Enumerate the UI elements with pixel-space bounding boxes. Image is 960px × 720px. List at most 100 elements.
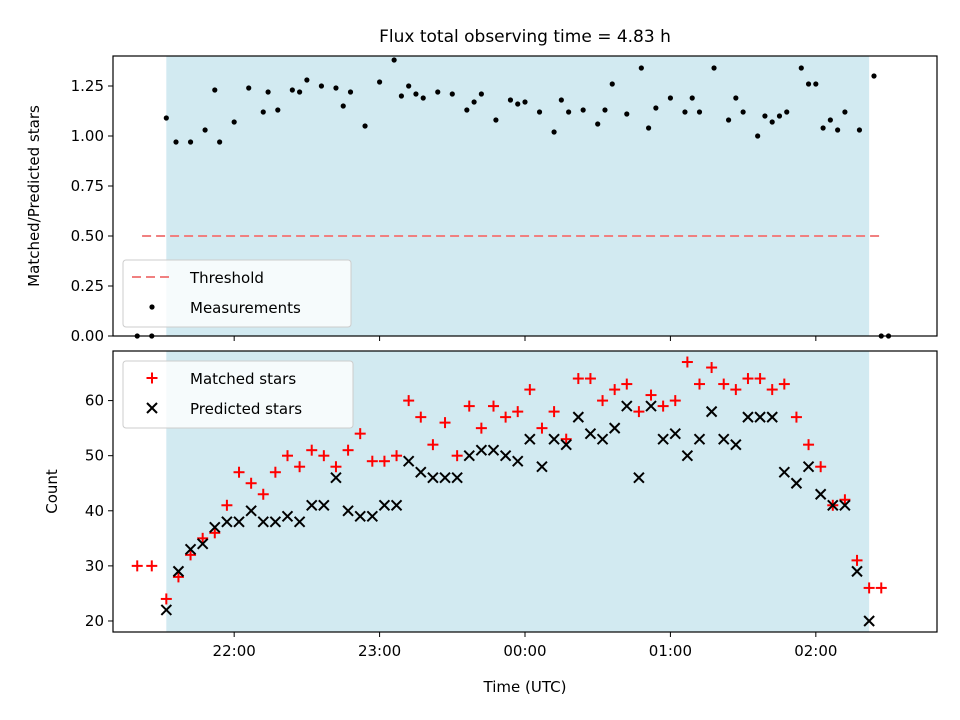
cross-stroke	[608, 422, 621, 434]
matched-star-point	[706, 362, 718, 374]
cross-stroke	[681, 449, 694, 462]
predicted-star-point	[463, 449, 475, 462]
matched-star-point	[294, 461, 306, 473]
matched-star-point	[851, 554, 863, 566]
matched-star-point	[669, 395, 681, 407]
cross-stroke	[172, 565, 185, 578]
matched-star-point	[318, 450, 330, 462]
bottom-y-tick-label: 40	[85, 502, 104, 520]
predicted-star-point	[390, 499, 403, 511]
top-y-tick-label: 0.75	[71, 177, 104, 195]
predicted-star-point	[608, 422, 621, 434]
measurement-point	[827, 117, 833, 123]
bottom-axes-frame	[112, 350, 938, 633]
cross-stroke	[366, 510, 379, 523]
matched-star-point	[524, 384, 536, 396]
cross-stroke	[160, 604, 173, 616]
matched-star-point	[427, 439, 439, 451]
measurement-point	[333, 85, 339, 91]
predicted-star-point	[802, 460, 815, 473]
matched-star-point	[269, 466, 281, 478]
predicted-star-point	[778, 466, 791, 478]
cross-stroke	[730, 438, 742, 451]
matched-star-point	[342, 444, 354, 456]
cross-stroke	[209, 521, 221, 534]
cross-stroke	[342, 505, 354, 517]
measurement-point	[522, 99, 528, 105]
matched-star-point	[366, 455, 378, 467]
measurement-point	[769, 119, 775, 125]
matched-star-point	[257, 488, 269, 500]
matched-star-point	[463, 400, 475, 412]
measurement-point	[842, 109, 848, 115]
measurement-point	[507, 97, 514, 103]
predicted-star-point	[257, 516, 269, 528]
matched-star-point	[657, 400, 669, 412]
cross-stroke	[633, 472, 645, 484]
cross-stroke	[354, 510, 366, 523]
measurement-point	[289, 87, 295, 93]
top-legend-box	[122, 259, 352, 328]
measurement-point	[212, 87, 218, 93]
bottom-y-tick-label: 50	[85, 447, 104, 465]
predicted-star-point	[766, 411, 778, 423]
measurement-point	[187, 139, 194, 145]
cross-stroke	[281, 510, 294, 523]
top-panel: 0.00 0.25 0.50 0.75 1.00 1.25 Matched/Predict…	[25, 55, 938, 345]
measurement-point	[725, 117, 732, 123]
measurement-point	[420, 95, 426, 101]
measurement-point	[813, 81, 819, 87]
measurement-point	[398, 93, 404, 99]
measurement-point	[805, 81, 812, 87]
cross-stroke	[221, 516, 233, 528]
predicted-star-point	[427, 472, 439, 484]
matched-star-point	[185, 549, 197, 561]
cross-stroke	[657, 433, 669, 445]
cross-stroke	[669, 427, 681, 440]
matched-star-point	[621, 378, 633, 390]
predicted-star-point	[814, 488, 827, 500]
cross-stroke	[499, 449, 512, 462]
cross-stroke	[269, 516, 282, 528]
matched-star-point	[839, 494, 851, 506]
matched-star-point	[875, 582, 887, 594]
measurement-point	[856, 127, 863, 133]
cross-stroke	[596, 433, 609, 445]
predicted-star-point	[330, 472, 342, 484]
top-y-tick-label: 0.25	[71, 277, 104, 295]
measurement-point	[835, 127, 841, 133]
measurement-point	[493, 117, 499, 123]
measurement-point	[362, 123, 368, 129]
measurement-point	[566, 109, 572, 115]
measurements-legend-swatch	[149, 304, 155, 310]
predicted-star-point	[221, 516, 233, 528]
measurement-point	[740, 109, 746, 115]
matched-star-point	[391, 450, 403, 462]
cross-stroke	[572, 411, 585, 423]
cross-stroke	[742, 411, 754, 423]
bottom-legend-box	[122, 360, 354, 429]
cross-stroke	[645, 400, 657, 412]
predicted-star-point	[548, 433, 560, 445]
predicted-star-point	[560, 438, 572, 451]
bottom-y-tick-label: 20	[85, 612, 104, 630]
cross-stroke	[548, 433, 560, 445]
measurement-point	[163, 115, 169, 121]
top-y-tick-label: 1.25	[71, 77, 104, 95]
predicted-star-point	[281, 510, 294, 523]
measurement-point	[435, 89, 441, 95]
cross-stroke	[839, 499, 851, 511]
measurement-point	[653, 105, 659, 111]
matched-star-point	[766, 384, 778, 396]
x-tick-label: 02:00	[794, 642, 837, 660]
measurement-point	[173, 139, 179, 145]
top-y-tick-label: 0.50	[71, 227, 104, 245]
measurement-point	[275, 107, 281, 113]
predicted-star-point	[233, 516, 245, 528]
measurement-point	[776, 113, 783, 119]
predicted-star-point	[475, 444, 488, 456]
cross-stroke	[318, 499, 330, 511]
measurement-point	[297, 89, 303, 95]
cross-stroke	[402, 455, 415, 467]
matched-star-point	[863, 582, 875, 594]
